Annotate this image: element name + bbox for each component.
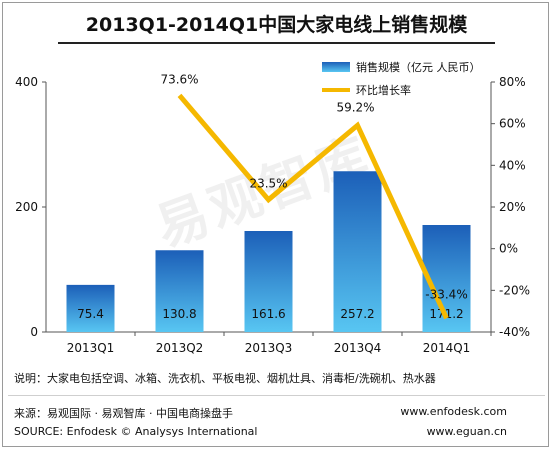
source-cn: 来源：易观国际 · 易观智库 · 中国电商操盘手	[14, 407, 233, 420]
bar-value-label: 75.4	[77, 307, 104, 321]
left-tick-label: 0	[30, 325, 38, 339]
bar	[155, 250, 204, 332]
title-underline	[58, 42, 495, 44]
left-tick-label: 400	[15, 75, 38, 89]
legend-line-label: 环比增长率	[356, 83, 411, 97]
right-tick-label: 40%	[499, 158, 526, 172]
growth-value-label: 23.5%	[249, 177, 287, 191]
right-tick-label: 20%	[499, 200, 526, 214]
growth-line	[177, 93, 449, 320]
bar	[244, 231, 293, 332]
url-eguan: www.eguan.cn	[426, 425, 507, 438]
growth-value-label: 73.6%	[160, 72, 198, 86]
chart-note: 说明：大家电包括空调、冰箱、洗衣机、平板电视、烟机灶具、消毒柜/洗碗机、热水器	[14, 372, 436, 385]
x-tick-label: 2013Q1	[67, 341, 115, 355]
legend-bar-swatch	[322, 62, 350, 72]
footer-divider	[8, 395, 545, 396]
right-tick-label: -20%	[499, 283, 530, 297]
x-tick-label: 2013Q2	[156, 341, 204, 355]
right-tick-label: 0%	[499, 242, 518, 256]
bar	[66, 284, 115, 332]
source-en: SOURCE: Enfodesk © Analysys Internationa…	[14, 425, 258, 438]
url-enfodesk: www.enfodesk.com	[400, 405, 507, 418]
chart-title: 2013Q1-2014Q1中国大家电线上销售规模	[85, 14, 468, 36]
bar	[333, 171, 382, 332]
legend-bar-label: 销售规模（亿元 人民币）	[356, 60, 481, 74]
x-tick-label: 2013Q4	[334, 341, 382, 355]
right-tick-label: 80%	[499, 75, 526, 89]
bar-value-label: 257.2	[340, 307, 374, 321]
right-tick-label: -40%	[499, 325, 530, 339]
x-tick-label: 2013Q3	[245, 341, 293, 355]
chart-frame	[2, 2, 549, 447]
growth-value-label: -33.4%	[425, 287, 467, 301]
bar-value-label: 161.6	[251, 307, 285, 321]
right-tick-label: 60%	[499, 117, 526, 131]
x-tick-label: 2014Q1	[423, 341, 471, 355]
bar-value-label: 130.8	[162, 307, 196, 321]
left-tick-label: 200	[15, 200, 38, 214]
growth-value-label: 59.2%	[336, 100, 374, 114]
